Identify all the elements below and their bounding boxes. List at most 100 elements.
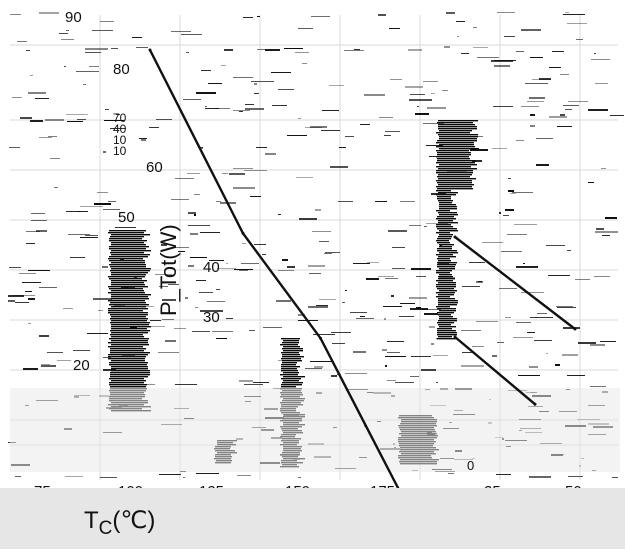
scan-block-middle-line: [438, 192, 458, 194]
scan-block-upper-line: [439, 148, 479, 150]
scan-artifact: [221, 65, 226, 66]
scan-block-left-line: [109, 248, 146, 250]
scan-artifact: [207, 301, 225, 302]
scan-artifact: [473, 47, 488, 48]
scan-block-lower-line: [281, 370, 298, 372]
scan-artifact: [512, 192, 533, 193]
scan-block-lower-line: [282, 348, 303, 350]
scan-artifact: [410, 94, 425, 95]
scan-artifact: [36, 230, 47, 232]
scan-block-left-line: [111, 332, 148, 334]
scan-block-left-line: [109, 230, 146, 232]
scan-artifact: [411, 356, 431, 357]
scan-block-middle-line: [439, 310, 456, 312]
scan-artifact: [409, 225, 421, 226]
scan-block-left-line: [111, 328, 147, 330]
scan-artifact: [217, 268, 236, 269]
scan-artifact: [400, 201, 415, 202]
scan-block-left-line: [111, 294, 151, 296]
scan-artifact: [436, 382, 438, 383]
scan-artifact: [66, 30, 69, 31]
scan-artifact: [456, 21, 465, 22]
scan-block-middle-line: [438, 324, 451, 326]
scan-artifact: [233, 187, 255, 189]
scan-artifact: [17, 41, 27, 42]
scan-artifact: [103, 357, 111, 358]
scan-artifact: [399, 316, 414, 317]
scan-artifacts: [8, 12, 624, 478]
series-1-point: [148, 48, 152, 52]
scan-block-lower-line: [283, 346, 300, 348]
scan-artifact: [28, 270, 50, 271]
scan-artifact: [41, 365, 56, 367]
scan-artifact: [309, 273, 321, 274]
scan-block-middle-line: [436, 232, 450, 234]
scan-artifact: [446, 12, 455, 14]
scan-artifact: [229, 173, 245, 175]
scan-block-left-line: [108, 292, 145, 294]
scan-artifact: [150, 320, 161, 321]
scan-block-middle-line: [438, 200, 453, 202]
scan-artifact: [310, 361, 333, 362]
scan-block-middle-line: [436, 270, 452, 272]
scan-artifact: [77, 119, 86, 120]
scan-artifact: [560, 114, 565, 116]
scan-block-lower-line: [281, 352, 299, 354]
scan-artifact: [353, 263, 370, 264]
scan-artifact: [440, 245, 442, 246]
scan-block-left-line: [110, 236, 144, 238]
scan-artifact: [523, 263, 525, 264]
scan-artifact: [305, 368, 322, 369]
scan-block-middle-line: [437, 250, 457, 252]
scan-block-left-line: [110, 266, 146, 268]
scan-block-left-line: [109, 264, 146, 266]
scan-block-lower-line: [281, 386, 296, 388]
scan-artifact: [9, 147, 20, 148]
scan-block-lower-line: [281, 366, 300, 368]
scan-artifact: [35, 98, 49, 99]
scan-artifact: [311, 16, 330, 17]
scan-artifact: [422, 309, 441, 310]
scan-artifact: [98, 310, 103, 311]
scan-block-left-line: [110, 270, 150, 272]
scan-block-middle-line: [437, 288, 454, 290]
scan-artifact: [130, 327, 137, 328]
scan-block-left-line: [111, 250, 151, 252]
scan-artifact: [497, 342, 504, 343]
scan-artifact: [47, 352, 63, 353]
scan-block-upper-line: [438, 120, 478, 122]
scan-block-middle-line: [437, 238, 451, 240]
y-tick-label: 80: [113, 61, 130, 78]
scan-block-lower-line: [281, 378, 301, 380]
scan-block-middle-line: [439, 326, 456, 328]
scan-artifact: [176, 247, 189, 248]
scan-artifact: [299, 218, 317, 220]
scan-block-middle-line: [438, 304, 457, 306]
scan-artifact: [216, 338, 227, 339]
scan-artifact: [103, 209, 120, 210]
scan-block-left-line: [110, 372, 150, 374]
scan-artifact: [536, 164, 549, 166]
scan-artifact: [214, 108, 230, 109]
scan-block-left-line: [108, 354, 148, 356]
scan-artifact: [149, 127, 159, 128]
scan-artifact: [409, 99, 432, 101]
scan-block-upper-line: [437, 152, 471, 154]
scan-artifact: [254, 83, 257, 85]
scan-block-upper-line: [439, 130, 472, 132]
scan-artifact: [527, 101, 544, 102]
scan-block-lower-line: [282, 382, 303, 384]
scan-block-left-line: [110, 302, 146, 304]
scan-artifact: [546, 353, 548, 354]
scan-artifact: [400, 303, 415, 304]
scan-block-left-line: [108, 258, 143, 260]
scan-block-left-line: [110, 350, 144, 352]
scan-artifact: [360, 124, 370, 125]
scan-artifact: [257, 49, 265, 50]
y-tick-stack-label: 10: [113, 133, 127, 147]
scan-block-middle-line: [436, 286, 456, 288]
scan-block-upper-line: [437, 122, 473, 124]
scan-artifact: [354, 49, 360, 50]
scan-block-left-line: [109, 364, 147, 366]
